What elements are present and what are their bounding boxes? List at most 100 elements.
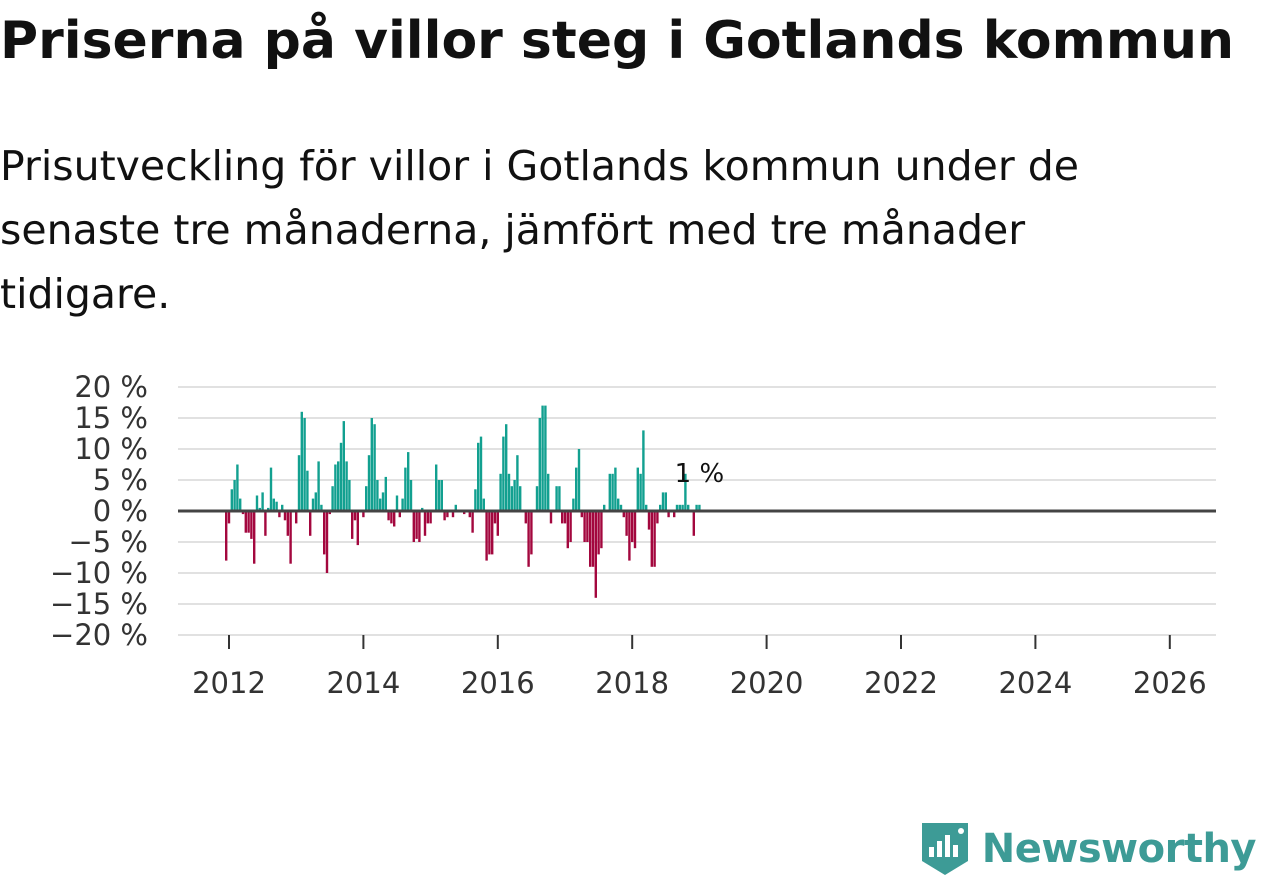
bar <box>541 405 544 511</box>
x-tick-label: 2018 <box>595 666 669 700</box>
bar <box>314 492 317 511</box>
bar <box>591 511 595 567</box>
bar <box>575 467 578 511</box>
bar <box>482 498 485 511</box>
bar <box>695 504 698 511</box>
bar <box>384 476 387 511</box>
bar <box>356 511 359 546</box>
x-tick-label: 2022 <box>864 666 938 700</box>
bar <box>451 511 455 518</box>
bar <box>474 489 477 511</box>
bar <box>435 464 438 511</box>
newsworthy-logo-text: Newsworthy <box>981 826 1257 872</box>
bar <box>608 473 611 511</box>
bar <box>365 486 368 511</box>
bar <box>244 511 247 533</box>
bar <box>502 436 505 511</box>
bar <box>407 452 410 511</box>
bar <box>642 430 645 511</box>
chart-subtitle: Prisutveckling för villor i Gotlands kom… <box>0 142 1079 318</box>
bar <box>241 511 245 515</box>
bar <box>423 511 427 536</box>
bar <box>421 507 424 511</box>
y-tick-label: 15 % <box>74 401 148 435</box>
bar <box>227 511 231 524</box>
bar <box>278 511 281 518</box>
bar <box>286 511 289 536</box>
bar <box>426 511 429 524</box>
bar <box>393 511 396 527</box>
bar <box>594 511 597 598</box>
bar <box>398 511 401 518</box>
bar <box>337 461 340 511</box>
bar <box>250 511 253 539</box>
bar <box>311 498 315 511</box>
bar <box>468 511 471 518</box>
bar <box>275 501 278 511</box>
bar <box>283 511 287 521</box>
bar <box>617 498 620 511</box>
bar <box>264 511 267 536</box>
bar <box>339 442 343 511</box>
x-tick-label: 2020 <box>730 666 804 700</box>
bar <box>535 486 539 511</box>
bar <box>306 470 309 511</box>
bar <box>698 504 701 511</box>
bar <box>239 498 242 511</box>
bar <box>544 405 547 511</box>
y-tick-label: −5 % <box>68 525 148 559</box>
bar <box>387 511 390 521</box>
bar <box>507 473 511 511</box>
y-tick-label: −20 % <box>50 618 148 652</box>
bar <box>661 492 665 511</box>
bar <box>370 418 373 511</box>
bar <box>673 511 676 518</box>
bar <box>493 511 497 524</box>
bar <box>488 511 491 555</box>
bar <box>323 511 326 555</box>
bar <box>653 511 656 567</box>
y-tick-label: 5 % <box>93 463 148 497</box>
bar <box>233 480 236 511</box>
bar <box>373 424 376 511</box>
bar <box>589 511 592 567</box>
bar <box>267 507 270 511</box>
bar <box>631 511 634 542</box>
bar <box>622 511 625 518</box>
bar <box>303 418 306 511</box>
bar <box>255 495 259 511</box>
bar <box>549 511 553 524</box>
bar <box>230 489 233 511</box>
bar <box>675 504 679 511</box>
bar <box>667 511 670 518</box>
bar <box>572 498 575 511</box>
bar <box>625 511 628 536</box>
bar <box>577 449 581 511</box>
y-tick-label: 20 % <box>74 370 148 404</box>
bar <box>510 486 513 511</box>
bar <box>379 498 382 511</box>
bar <box>415 511 418 539</box>
bar <box>328 511 331 515</box>
bar <box>678 504 681 511</box>
bar <box>628 511 631 561</box>
bar <box>418 511 421 542</box>
bar <box>684 473 687 511</box>
bar <box>555 486 558 511</box>
bar <box>650 511 653 567</box>
bar <box>401 498 404 511</box>
bar <box>367 455 371 511</box>
bar <box>471 511 474 533</box>
bar <box>603 504 606 511</box>
bar <box>404 467 407 511</box>
bar <box>381 492 385 511</box>
bar <box>586 511 589 542</box>
bar <box>409 480 413 511</box>
bar <box>633 511 637 549</box>
bar <box>320 504 323 511</box>
bar <box>647 511 651 530</box>
bar <box>530 511 533 555</box>
bar <box>611 473 614 511</box>
bar <box>505 424 508 511</box>
y-tick-label: −10 % <box>50 556 148 590</box>
